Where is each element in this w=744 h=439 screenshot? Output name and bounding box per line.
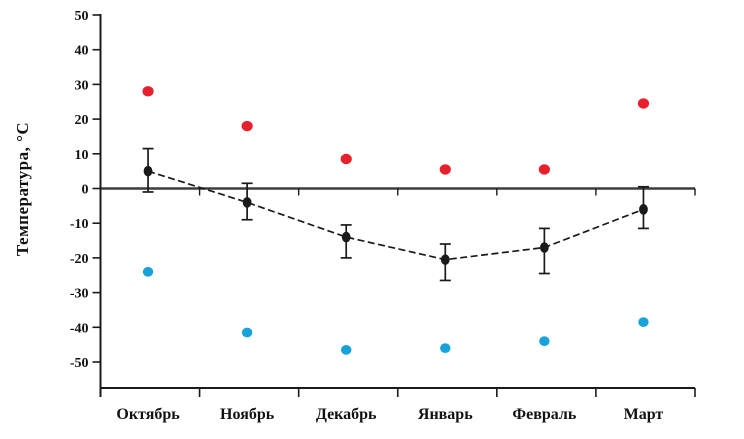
y-tick-label: 10 xyxy=(75,148,89,163)
red-max-point xyxy=(439,164,451,175)
y-tick-label: 50 xyxy=(75,9,89,24)
x-tick-label-month: Ноябрь xyxy=(220,406,275,423)
mean-point xyxy=(143,165,153,177)
x-tick-label-month: Январь xyxy=(418,406,473,423)
y-tick-label: -50 xyxy=(70,356,89,371)
mean-point xyxy=(539,242,549,253)
y-tick-label: 20 xyxy=(75,113,89,128)
red-max-point xyxy=(340,153,352,165)
y-tick-label: 0 xyxy=(82,183,89,198)
y-tick-label: 30 xyxy=(75,78,89,93)
x-tick-label-month: Март xyxy=(624,406,664,423)
x-tick-label-month: Февраль xyxy=(512,406,577,423)
red-max-point xyxy=(637,98,650,109)
blue-min-point xyxy=(440,343,451,354)
y-tick-label: 40 xyxy=(75,44,89,59)
blue-min-point xyxy=(241,327,253,338)
blue-min-point xyxy=(539,336,550,347)
red-max-point xyxy=(241,120,253,132)
mean-point xyxy=(639,204,648,215)
blue-min-point xyxy=(142,266,154,277)
y-tick-label: -40 xyxy=(70,321,89,336)
y-tick-label: -30 xyxy=(70,287,89,302)
red-max-point xyxy=(142,86,154,97)
mean-point xyxy=(440,254,450,265)
x-tick-label-month: Октябрь xyxy=(116,406,180,423)
red-max-point xyxy=(538,164,550,175)
blue-min-point xyxy=(341,344,352,355)
mean-line xyxy=(147,170,644,261)
blue-min-point xyxy=(638,317,649,327)
y-tick-label: -20 xyxy=(70,252,89,267)
x-tick-label-month: Декабрь xyxy=(316,406,377,423)
y-axis-title: Температура, °С xyxy=(13,122,32,256)
y-tick-label: -10 xyxy=(70,217,89,232)
mean-point xyxy=(341,231,351,243)
mean-point xyxy=(242,197,252,208)
